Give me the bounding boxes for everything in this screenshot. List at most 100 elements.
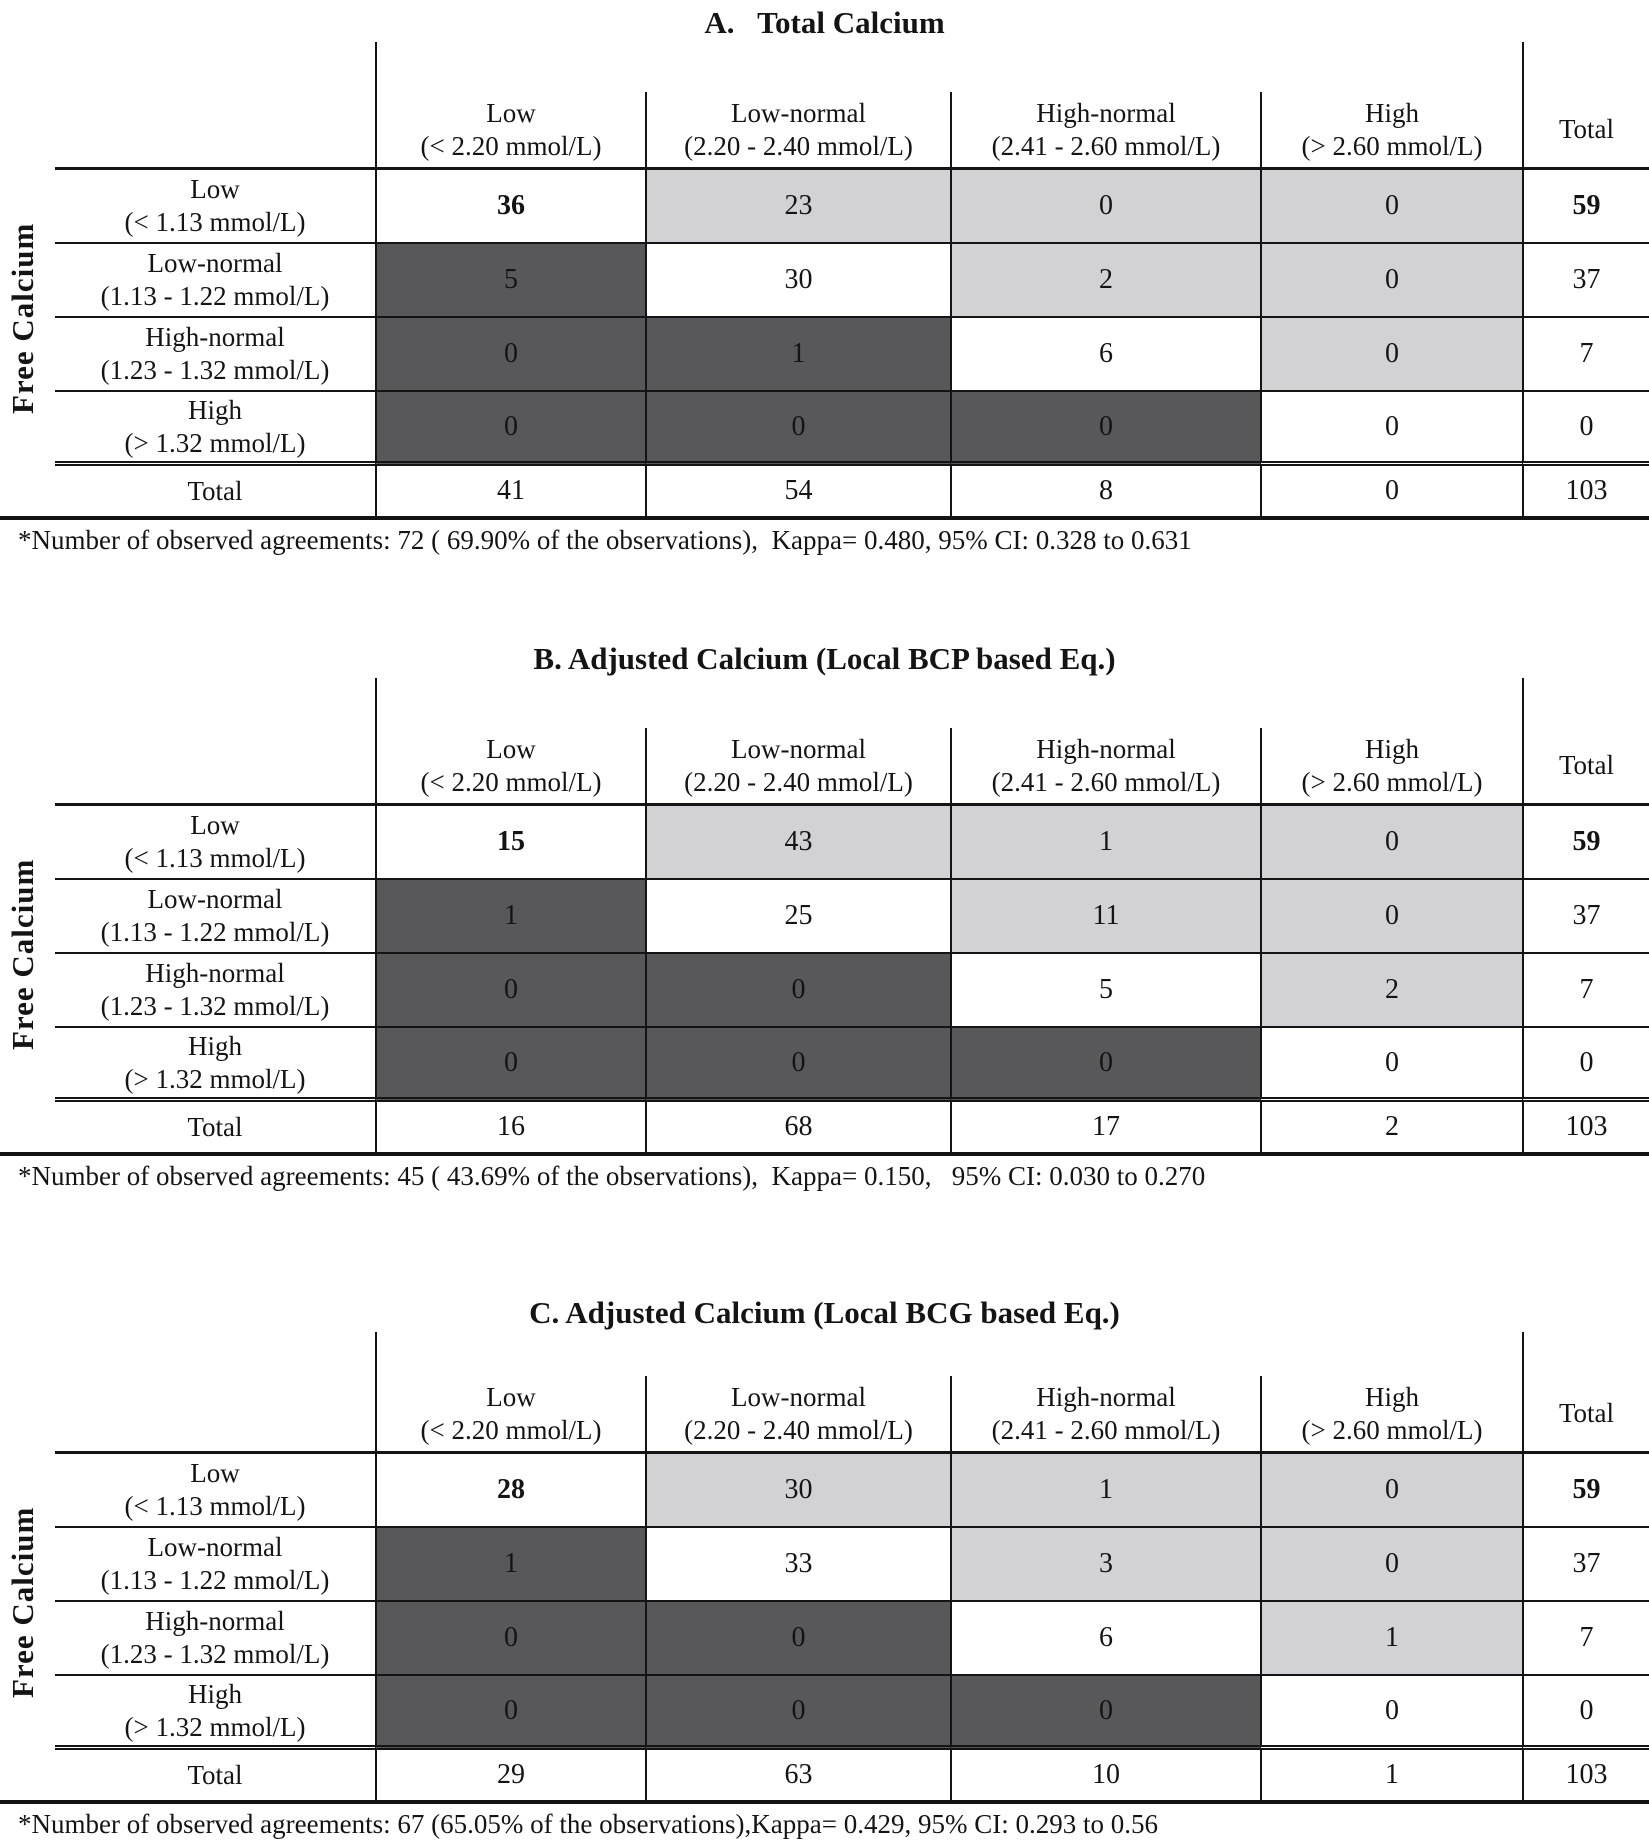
row-header-line2: (< 1.13 mmol/L) bbox=[124, 843, 306, 873]
data-cell: 1 bbox=[950, 1454, 1260, 1528]
column-rule-start bbox=[375, 1332, 645, 1376]
data-cell: 0 bbox=[950, 1028, 1260, 1102]
row-total-cell: 0 bbox=[1522, 392, 1649, 466]
total-row-label-text: Total bbox=[187, 1759, 243, 1790]
column-rule-start bbox=[375, 678, 645, 728]
col-total-cell: 8 bbox=[950, 466, 1260, 516]
data-cell: 15 bbox=[375, 806, 645, 880]
row-header-line1: Low-normal bbox=[147, 1532, 283, 1562]
spacer-cell bbox=[1260, 42, 1522, 92]
table-title: C. Adjusted Calcium (Local BCG based Eq.… bbox=[529, 1295, 1120, 1330]
spacer-cell bbox=[950, 1332, 1260, 1376]
col-total-value: 17 bbox=[1092, 1111, 1120, 1142]
data-cell-value: 0 bbox=[1099, 190, 1113, 221]
col-total-cell: 0 bbox=[1260, 466, 1522, 516]
row-header-line2: (1.13 - 1.22 mmol/L) bbox=[100, 281, 330, 311]
data-cell: 5 bbox=[375, 244, 645, 318]
row-total-value: 7 bbox=[1579, 1622, 1594, 1653]
col-total-cell: 10 bbox=[950, 1750, 1260, 1800]
col-total-cell: 54 bbox=[645, 466, 950, 516]
row-header-line2: (< 1.13 mmol/L) bbox=[124, 207, 306, 237]
data-cell-value: 2 bbox=[1099, 264, 1113, 295]
data-cell: 0 bbox=[645, 1676, 950, 1750]
row-total-value: 0 bbox=[1579, 1694, 1594, 1726]
total-row-label-text: Total bbox=[187, 1111, 243, 1142]
data-cell-value: 1 bbox=[504, 900, 518, 931]
data-cell: 11 bbox=[950, 880, 1260, 954]
column-rule-start bbox=[1522, 1332, 1649, 1376]
data-cell-value: 1 bbox=[1099, 1474, 1113, 1505]
data-cell-value: 0 bbox=[1385, 900, 1399, 931]
row-header-low: Low (< 1.13 mmol/L) bbox=[55, 806, 375, 880]
col-header-low: Low (< 2.20 mmol/L) bbox=[375, 1376, 645, 1454]
row-header-high: High (> 1.32 mmol/L) bbox=[55, 392, 375, 466]
spacer-cell bbox=[950, 678, 1260, 728]
col-header-line1: High-normal bbox=[1036, 97, 1176, 128]
data-cell-value: 0 bbox=[1385, 1046, 1399, 1078]
col-header-line2: (> 2.60 mmol/L) bbox=[1301, 1414, 1483, 1445]
col-header-line1: High bbox=[1365, 733, 1419, 764]
col-header-line1: High bbox=[1365, 97, 1419, 128]
row-header-high: High (> 1.32 mmol/L) bbox=[55, 1676, 375, 1750]
row-header-high-normal: High-normal (1.23 - 1.32 mmol/L) bbox=[55, 954, 375, 1028]
data-cell: 0 bbox=[1260, 392, 1522, 466]
row-total-cell: 37 bbox=[1522, 244, 1649, 318]
free-calcium-axis-label: Free Calcium bbox=[5, 1506, 40, 1698]
data-cell-value: 0 bbox=[1385, 1548, 1399, 1579]
col-header-line2: (2.20 - 2.40 mmol/L) bbox=[684, 1414, 913, 1445]
spacer-cell bbox=[645, 1332, 950, 1376]
table-bottom-rule bbox=[0, 1800, 1649, 1804]
data-cell-value: 0 bbox=[1385, 826, 1399, 857]
data-cell: 6 bbox=[950, 1602, 1260, 1676]
row-total-cell: 59 bbox=[1522, 806, 1649, 880]
data-cell-value: 5 bbox=[504, 264, 518, 295]
col-total-value: 16 bbox=[497, 1111, 525, 1142]
col-total-value: 8 bbox=[1099, 475, 1113, 506]
col-header-line2: (> 2.60 mmol/L) bbox=[1301, 766, 1483, 797]
grand-total-cell: 103 bbox=[1522, 466, 1649, 516]
data-cell-value: 43 bbox=[784, 826, 813, 857]
col-total-value: 2 bbox=[1385, 1111, 1399, 1142]
col-total-cell: 63 bbox=[645, 1750, 950, 1800]
col-header-line2: (2.41 - 2.60 mmol/L) bbox=[991, 130, 1221, 161]
row-total-value: 59 bbox=[1572, 190, 1601, 221]
col-header-line1: High bbox=[1365, 1381, 1419, 1412]
col-header-line2: (< 2.20 mmol/L) bbox=[420, 1414, 602, 1445]
row-total-value: 7 bbox=[1579, 974, 1594, 1005]
spacer-cell bbox=[645, 678, 950, 728]
row-header-line1: Low-normal bbox=[147, 248, 283, 278]
total-row-label-text: Total bbox=[187, 475, 243, 506]
data-cell-value: 15 bbox=[497, 826, 525, 857]
col-header-low-normal: Low-normal (2.20 - 2.40 mmol/L) bbox=[645, 92, 950, 170]
data-cell-value: 0 bbox=[791, 1694, 806, 1726]
data-cell-value: 0 bbox=[791, 410, 806, 442]
spacer-cell bbox=[1260, 1332, 1522, 1376]
row-total-cell: 7 bbox=[1522, 1602, 1649, 1676]
row-total-cell: 59 bbox=[1522, 170, 1649, 244]
data-cell: 0 bbox=[375, 1602, 645, 1676]
spacer-cell bbox=[55, 42, 375, 92]
matrix-grid: Low (< 2.20 mmol/L) Low-normal (2.20 - 2.40… bbox=[55, 1332, 1649, 1800]
data-cell: 2 bbox=[1260, 954, 1522, 1028]
data-cell-value: 25 bbox=[784, 900, 813, 931]
data-cell: 1 bbox=[1260, 1602, 1522, 1676]
free-calcium-axis-label: Free Calcium bbox=[5, 222, 40, 414]
data-cell-value: 0 bbox=[504, 1622, 518, 1653]
data-cell: 0 bbox=[645, 392, 950, 466]
col-header-line1: Low-normal bbox=[731, 97, 866, 128]
data-cell-value: 0 bbox=[791, 974, 806, 1005]
total-row-label: Total bbox=[55, 1102, 375, 1152]
row-total-value: 59 bbox=[1572, 826, 1601, 857]
data-cell-value: 11 bbox=[1092, 900, 1120, 931]
row-header-high-normal: High-normal (1.23 - 1.32 mmol/L) bbox=[55, 318, 375, 392]
col-header-line1: Low-normal bbox=[731, 733, 866, 764]
col-total-cell: 41 bbox=[375, 466, 645, 516]
col-total-value: 29 bbox=[497, 1759, 525, 1790]
col-header-line2: (2.41 - 2.60 mmol/L) bbox=[991, 766, 1221, 797]
total-col-header: Total bbox=[1522, 1376, 1649, 1454]
row-total-value: 37 bbox=[1572, 1548, 1601, 1579]
data-cell-value: 0 bbox=[1385, 1694, 1399, 1726]
spacer-cell bbox=[950, 42, 1260, 92]
col-total-cell: 68 bbox=[645, 1102, 950, 1152]
data-cell-value: 0 bbox=[1099, 1694, 1113, 1726]
